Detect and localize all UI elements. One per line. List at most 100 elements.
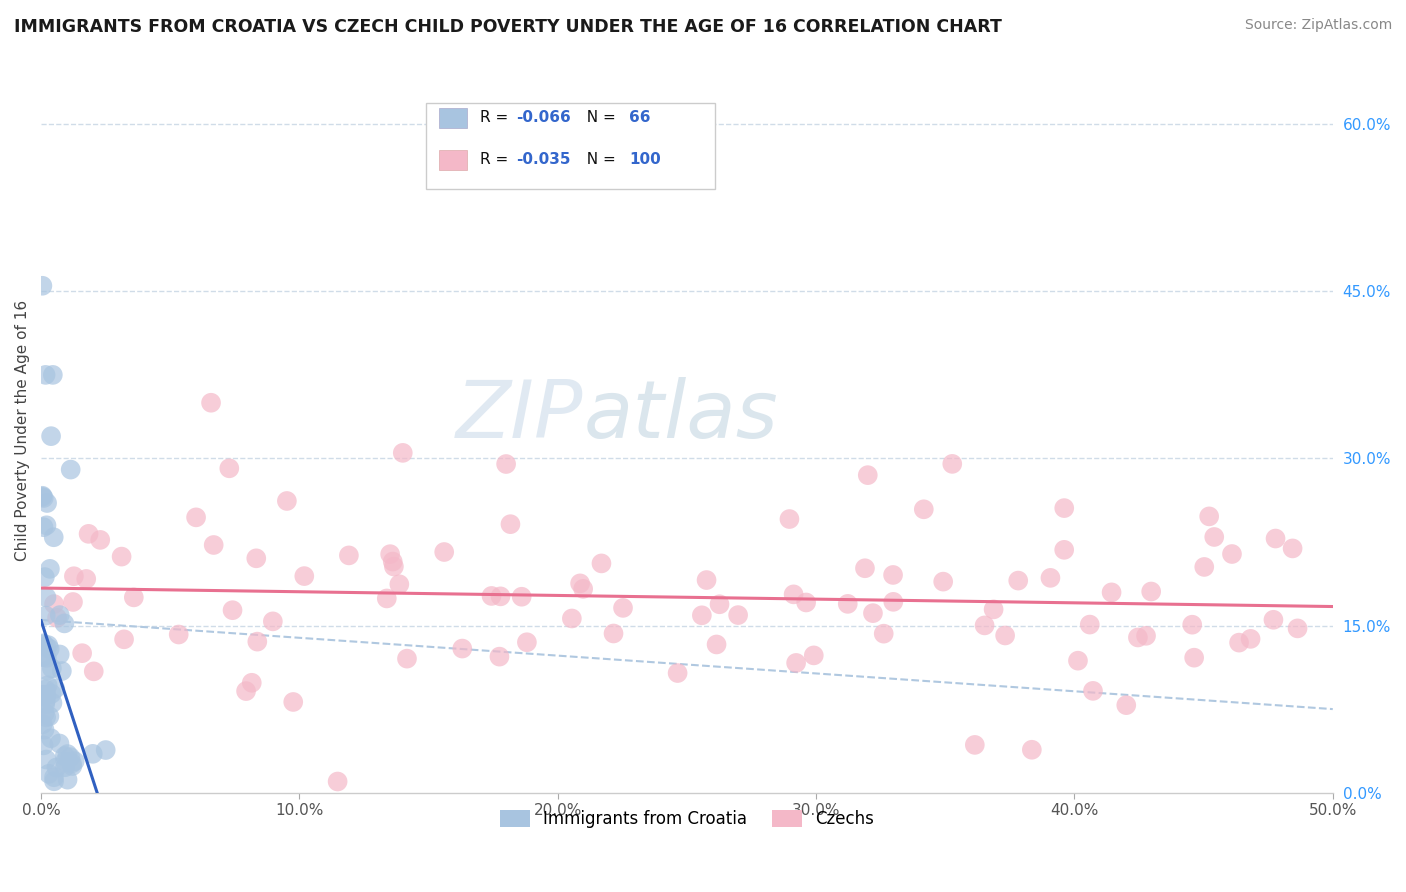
Point bbox=[200, 395, 222, 409]
Point bbox=[37, 638, 59, 652]
Point bbox=[1239, 632, 1261, 646]
Point bbox=[38, 641, 60, 656]
Point bbox=[35, 650, 58, 665]
Text: 66: 66 bbox=[628, 111, 651, 125]
Point bbox=[34, 368, 56, 382]
Point bbox=[70, 646, 93, 660]
Point bbox=[1021, 743, 1043, 757]
Point bbox=[785, 656, 807, 670]
Point bbox=[31, 490, 53, 504]
Point bbox=[381, 555, 404, 569]
Point bbox=[32, 690, 55, 704]
Point bbox=[696, 573, 718, 587]
Point bbox=[856, 468, 879, 483]
Point bbox=[602, 626, 624, 640]
Point bbox=[873, 626, 896, 640]
Point bbox=[1101, 585, 1123, 599]
Point bbox=[1227, 635, 1250, 649]
Point bbox=[42, 597, 65, 611]
Point bbox=[481, 589, 503, 603]
Point bbox=[112, 632, 135, 647]
Point bbox=[35, 693, 58, 707]
Point bbox=[94, 743, 117, 757]
Point bbox=[794, 595, 817, 609]
Text: atlas: atlas bbox=[583, 377, 779, 455]
Point bbox=[32, 520, 55, 534]
Point bbox=[39, 731, 62, 746]
Text: 100: 100 bbox=[628, 153, 661, 168]
Point bbox=[326, 774, 349, 789]
FancyBboxPatch shape bbox=[426, 103, 716, 189]
Point bbox=[38, 709, 60, 723]
Point bbox=[778, 512, 800, 526]
Point bbox=[706, 637, 728, 651]
Point bbox=[89, 533, 111, 547]
Point bbox=[245, 551, 267, 566]
Point bbox=[32, 491, 55, 505]
Point bbox=[32, 739, 55, 753]
Point bbox=[184, 510, 207, 524]
Text: N =: N = bbox=[576, 111, 621, 125]
Point bbox=[37, 664, 59, 678]
Point bbox=[591, 557, 613, 571]
Point bbox=[34, 723, 56, 737]
Point bbox=[39, 429, 62, 443]
Bar bbox=[439, 108, 467, 128]
Point bbox=[48, 648, 70, 662]
Point bbox=[31, 717, 53, 731]
Point bbox=[433, 545, 456, 559]
Point bbox=[45, 760, 67, 774]
Point bbox=[1264, 532, 1286, 546]
Point bbox=[932, 574, 955, 589]
Point bbox=[34, 570, 56, 584]
Point bbox=[77, 526, 100, 541]
Text: Source: ZipAtlas.com: Source: ZipAtlas.com bbox=[1244, 18, 1392, 32]
Point bbox=[34, 697, 56, 711]
Point bbox=[690, 608, 713, 623]
Point bbox=[59, 462, 82, 476]
Point bbox=[1053, 542, 1076, 557]
Point bbox=[221, 603, 243, 617]
Point bbox=[59, 750, 82, 764]
Point bbox=[391, 446, 413, 460]
Point bbox=[31, 489, 53, 503]
Point bbox=[983, 602, 1005, 616]
Point bbox=[32, 688, 55, 702]
Point bbox=[41, 661, 63, 675]
Point bbox=[727, 608, 749, 623]
Point bbox=[39, 562, 62, 576]
Point bbox=[235, 684, 257, 698]
Point bbox=[1198, 509, 1220, 524]
Point bbox=[561, 611, 583, 625]
Point bbox=[53, 749, 76, 764]
Point bbox=[1220, 547, 1243, 561]
Text: R =: R = bbox=[481, 153, 513, 168]
Point bbox=[63, 569, 86, 583]
Point bbox=[42, 368, 65, 382]
Point bbox=[37, 496, 59, 510]
Point bbox=[46, 611, 69, 625]
Point bbox=[32, 637, 55, 651]
Point bbox=[41, 687, 63, 701]
Point bbox=[1286, 621, 1309, 635]
Point bbox=[240, 675, 263, 690]
Point bbox=[516, 635, 538, 649]
Point bbox=[82, 747, 104, 761]
Point bbox=[51, 664, 73, 678]
Point bbox=[994, 628, 1017, 642]
Point bbox=[451, 641, 474, 656]
Point bbox=[48, 608, 70, 623]
Point bbox=[110, 549, 132, 564]
Point bbox=[1039, 571, 1062, 585]
Point bbox=[1081, 684, 1104, 698]
Point bbox=[1181, 617, 1204, 632]
Point bbox=[34, 706, 56, 721]
Point bbox=[35, 710, 58, 724]
Point bbox=[1078, 617, 1101, 632]
Point bbox=[378, 547, 401, 561]
Point bbox=[44, 681, 66, 696]
Y-axis label: Child Poverty Under the Age of 16: Child Poverty Under the Age of 16 bbox=[15, 300, 30, 561]
Text: ZIP: ZIP bbox=[456, 377, 583, 455]
Point bbox=[63, 754, 86, 768]
Point bbox=[48, 736, 70, 750]
